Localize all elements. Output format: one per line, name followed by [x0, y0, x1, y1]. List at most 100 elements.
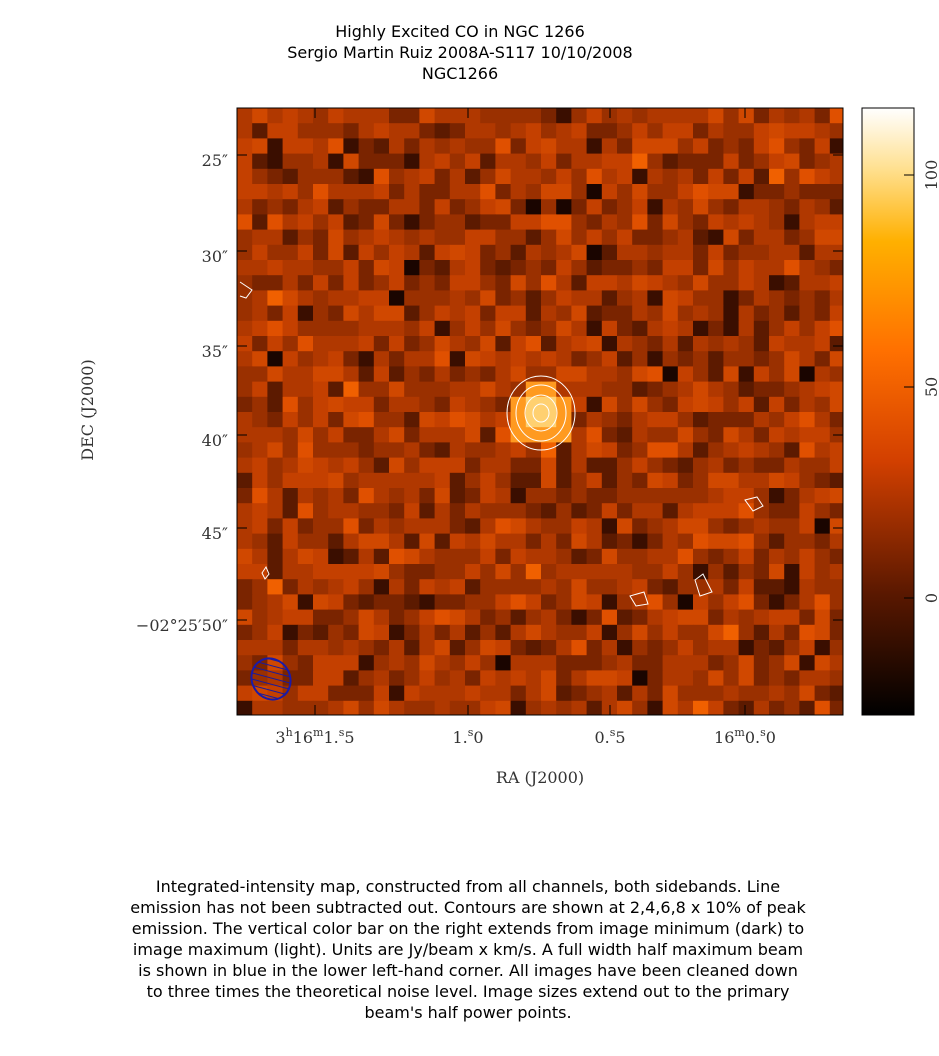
map-pixel — [829, 503, 843, 519]
map-pixel — [829, 655, 843, 671]
map-pixel — [814, 199, 831, 215]
map-pixel — [252, 594, 268, 611]
map-pixel — [343, 442, 360, 459]
map-pixel — [708, 396, 724, 413]
map-pixel — [404, 260, 420, 276]
map-pixel — [586, 640, 603, 656]
map-pixel — [617, 579, 633, 595]
title: Highly Excited CO in NGC 1266 — [335, 22, 585, 41]
map-pixel — [419, 199, 436, 215]
map-pixel — [647, 396, 664, 413]
map-pixel — [495, 503, 512, 519]
map-pixel — [267, 214, 284, 231]
map-pixel — [404, 108, 420, 124]
map-pixel — [571, 655, 588, 671]
map-pixel — [617, 290, 633, 307]
map-pixel — [404, 412, 420, 428]
map-pixel — [267, 153, 284, 170]
map-pixel — [419, 290, 436, 307]
map-pixel — [343, 153, 360, 170]
map-pixel — [586, 366, 603, 383]
map-pixel — [753, 184, 770, 200]
map-pixel — [738, 396, 755, 413]
map-pixel — [769, 229, 785, 246]
map-pixel — [510, 290, 527, 307]
map-pixel — [328, 533, 344, 550]
map-pixel — [784, 244, 800, 261]
map-pixel — [465, 396, 481, 413]
caption-line: emission has not been subtracted out. Co… — [130, 898, 806, 917]
number: 0. — [745, 728, 760, 747]
map-pixel — [784, 518, 800, 535]
map-pixel — [510, 168, 527, 185]
map-pixel — [723, 168, 740, 185]
map-pixel — [647, 412, 664, 428]
map-pixel — [586, 108, 603, 124]
map-pixel — [708, 488, 724, 504]
map-pixel — [723, 123, 740, 139]
map-pixel — [465, 700, 481, 715]
map-pixel — [829, 624, 843, 641]
map-pixel — [389, 564, 405, 580]
map-pixel — [814, 670, 831, 687]
map-pixel — [632, 579, 648, 595]
map-pixel — [434, 381, 451, 398]
map-pixel — [343, 609, 360, 626]
map-pixel — [267, 624, 284, 641]
map-pixel — [693, 427, 709, 443]
map-pixel — [480, 396, 496, 413]
map-pixel — [769, 290, 785, 307]
map-pixel — [297, 229, 314, 246]
map-pixel — [814, 655, 831, 671]
map-pixel — [252, 138, 268, 155]
map-pixel — [449, 396, 466, 413]
map-pixel — [404, 518, 420, 535]
map-pixel — [434, 275, 451, 291]
map-pixel — [586, 624, 603, 641]
map-pixel — [358, 351, 375, 367]
map-pixel — [799, 564, 816, 580]
map-pixel — [297, 609, 314, 626]
map-pixel — [434, 548, 451, 565]
map-pixel — [708, 564, 724, 580]
map-pixel — [434, 457, 451, 474]
map-pixel — [556, 564, 572, 580]
map-pixel — [738, 244, 755, 261]
map-pixel — [662, 442, 679, 459]
map-pixel — [510, 488, 527, 504]
map-pixel — [525, 290, 542, 307]
map-pixel — [449, 184, 466, 200]
map-pixel — [617, 336, 633, 352]
map-pixel — [708, 518, 724, 535]
map-pixel — [601, 336, 618, 352]
map-pixel — [586, 123, 603, 139]
map-pixel — [313, 427, 329, 443]
map-pixel — [328, 260, 344, 276]
map-pixel — [313, 214, 329, 231]
map-pixel — [252, 488, 268, 504]
map-pixel — [556, 153, 572, 170]
map-pixel — [510, 579, 527, 595]
map-pixel — [814, 138, 831, 155]
map-pixel — [677, 564, 694, 580]
map-pixel — [677, 153, 694, 170]
caption-line: emission. The vertical color bar on the … — [132, 919, 804, 938]
map-pixel — [267, 168, 284, 185]
map-pixel — [753, 685, 770, 702]
map-pixel — [647, 138, 664, 155]
map-pixel — [343, 640, 360, 656]
map-pixel — [556, 275, 572, 291]
y-tick-label: 40″ — [202, 431, 228, 450]
map-pixel — [799, 138, 816, 155]
map-pixel — [799, 594, 816, 611]
map-pixel — [343, 396, 360, 413]
map-pixel — [586, 427, 603, 443]
map-pixel — [252, 290, 268, 307]
map-pixel — [282, 305, 299, 322]
map-pixel — [799, 153, 816, 170]
map-pixel — [753, 442, 770, 459]
map-pixel — [313, 108, 329, 124]
map-pixel — [753, 412, 770, 428]
map-pixel — [525, 533, 542, 550]
map-pixel — [328, 427, 344, 443]
